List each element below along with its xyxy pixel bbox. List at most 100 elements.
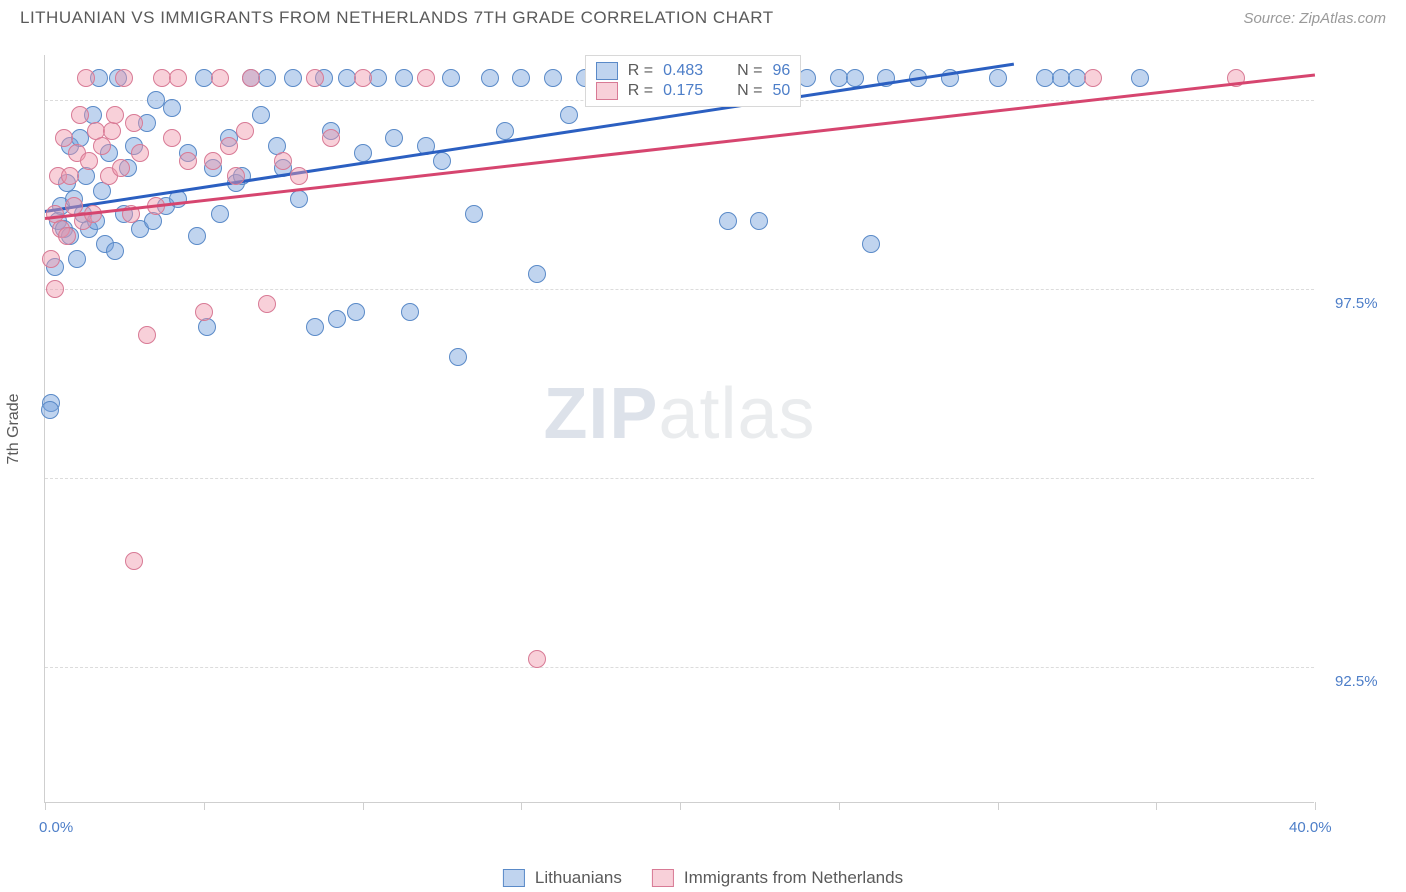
- data-point: [449, 348, 467, 366]
- x-tick: [363, 802, 364, 810]
- data-point: [61, 167, 79, 185]
- legend-swatch-icon: [503, 869, 525, 887]
- data-point: [496, 122, 514, 140]
- data-point: [322, 129, 340, 147]
- x-tick: [839, 802, 840, 810]
- gridline: [45, 667, 1314, 668]
- data-point: [719, 212, 737, 230]
- data-point: [258, 295, 276, 313]
- r-value: 0.175: [663, 82, 703, 100]
- chart-source: Source: ZipAtlas.com: [1243, 10, 1386, 27]
- data-point: [560, 106, 578, 124]
- data-point: [354, 69, 372, 87]
- data-point: [442, 69, 460, 87]
- x-tick: [998, 802, 999, 810]
- data-point: [227, 167, 245, 185]
- legend-swatch-icon: [596, 82, 618, 100]
- data-point: [68, 250, 86, 268]
- data-point: [77, 69, 95, 87]
- legend-bottom: Lithuanians Immigrants from Netherlands: [503, 868, 903, 888]
- data-point: [347, 303, 365, 321]
- data-point: [433, 152, 451, 170]
- data-point: [528, 650, 546, 668]
- data-point: [106, 106, 124, 124]
- data-point: [417, 69, 435, 87]
- n-label: N =: [737, 62, 762, 80]
- legend-swatch-icon: [596, 62, 618, 80]
- stats-legend: R = 0.483 N = 96R = 0.175 N = 50: [585, 55, 802, 107]
- data-point: [354, 144, 372, 162]
- data-point: [395, 69, 413, 87]
- chart-title: LITHUANIAN VS IMMIGRANTS FROM NETHERLAND…: [20, 8, 774, 28]
- data-point: [242, 69, 260, 87]
- data-point: [198, 318, 216, 336]
- data-point: [77, 167, 95, 185]
- r-value: 0.483: [663, 62, 703, 80]
- data-point: [1131, 69, 1149, 87]
- data-point: [42, 250, 60, 268]
- data-point: [989, 69, 1007, 87]
- plot-region: ZIPatlas 92.5%97.5%0.0%40.0%R =0.483N =9…: [44, 55, 1314, 803]
- data-point: [144, 212, 162, 230]
- data-point: [274, 152, 292, 170]
- x-tick: [521, 802, 522, 810]
- data-point: [258, 69, 276, 87]
- x-tick: [1315, 802, 1316, 810]
- data-point: [188, 227, 206, 245]
- data-point: [512, 69, 530, 87]
- data-point: [138, 326, 156, 344]
- data-point: [41, 401, 59, 419]
- data-point: [93, 137, 111, 155]
- trend-line: [45, 63, 1014, 213]
- data-point: [115, 69, 133, 87]
- stats-row: R = 0.483 N = 96: [596, 62, 791, 80]
- data-point: [385, 129, 403, 147]
- gridline: [45, 478, 1314, 479]
- legend-swatch-icon: [652, 869, 674, 887]
- data-point: [58, 227, 76, 245]
- data-point: [236, 122, 254, 140]
- data-point: [131, 144, 149, 162]
- data-point: [125, 552, 143, 570]
- data-point: [55, 129, 73, 147]
- watermark: ZIPatlas: [543, 373, 815, 455]
- data-point: [862, 235, 880, 253]
- n-value: 96: [772, 62, 790, 80]
- x-tick: [680, 802, 681, 810]
- data-point: [179, 152, 197, 170]
- x-tick-label: 40.0%: [1289, 819, 1332, 836]
- y-tick-label: 97.5%: [1335, 295, 1378, 312]
- data-point: [220, 137, 238, 155]
- x-tick-label: 0.0%: [39, 819, 73, 836]
- legend-label: Lithuanians: [535, 868, 622, 888]
- chart-header: LITHUANIAN VS IMMIGRANTS FROM NETHERLAND…: [0, 0, 1406, 28]
- data-point: [125, 114, 143, 132]
- data-point: [528, 265, 546, 283]
- chart-area: ZIPatlas 92.5%97.5%0.0%40.0%R =0.483N =9…: [44, 55, 1314, 803]
- n-value: 50: [772, 82, 790, 100]
- n-label: N =: [737, 82, 762, 100]
- data-point: [195, 303, 213, 321]
- data-point: [750, 212, 768, 230]
- stats-row: R =0.175N =50: [596, 82, 791, 100]
- y-axis-label: 7th Grade: [5, 393, 23, 464]
- legend-label: Immigrants from Netherlands: [684, 868, 903, 888]
- data-point: [46, 280, 64, 298]
- data-point: [306, 318, 324, 336]
- x-tick: [204, 802, 205, 810]
- data-point: [290, 167, 308, 185]
- data-point: [1084, 69, 1102, 87]
- data-point: [252, 106, 270, 124]
- data-point: [284, 69, 302, 87]
- data-point: [465, 205, 483, 223]
- gridline: [45, 289, 1314, 290]
- legend-item-lithuanians: Lithuanians: [503, 868, 622, 888]
- data-point: [211, 69, 229, 87]
- x-tick: [1156, 802, 1157, 810]
- data-point: [204, 152, 222, 170]
- r-label: R =: [628, 62, 653, 80]
- data-point: [481, 69, 499, 87]
- data-point: [163, 99, 181, 117]
- x-tick: [45, 802, 46, 810]
- data-point: [846, 69, 864, 87]
